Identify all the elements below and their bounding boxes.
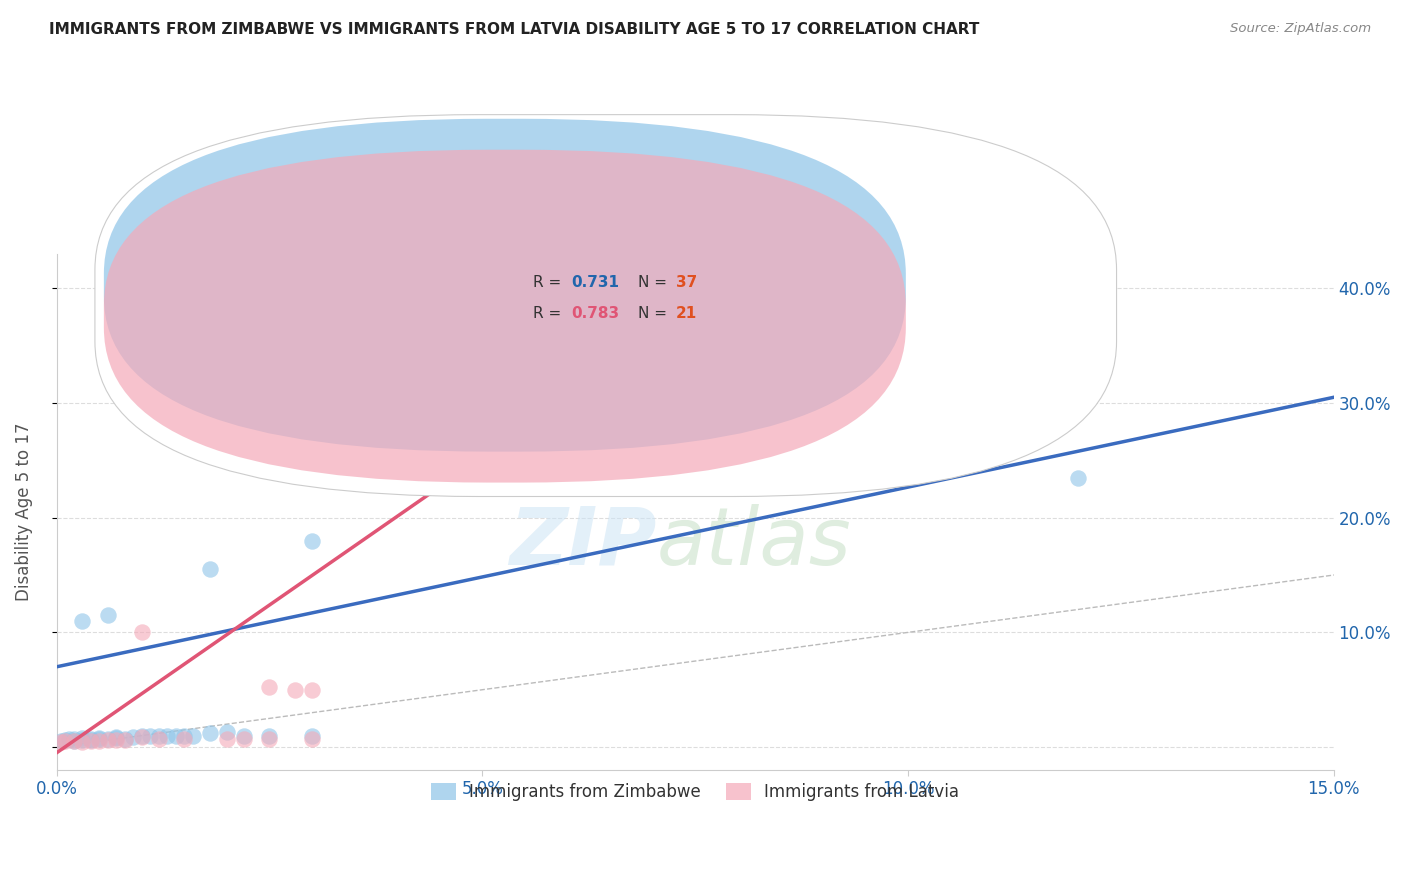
- Point: [122, 730, 145, 744]
- Legend: Immigrants from Zimbabwe, Immigrants from Latvia: Immigrants from Zimbabwe, Immigrants fro…: [425, 777, 966, 808]
- Point: [105, 733, 128, 747]
- Point: [131, 730, 153, 744]
- Point: [62, 732, 84, 747]
- Point: [58, 732, 80, 747]
- Point: [301, 732, 323, 747]
- Point: [139, 729, 162, 743]
- Point: [97, 733, 120, 747]
- Point: [181, 729, 204, 743]
- Point: [89, 734, 111, 748]
- Point: [683, 448, 706, 462]
- Point: [70, 735, 93, 749]
- Point: [79, 733, 101, 747]
- Text: 21: 21: [676, 306, 697, 320]
- Text: 0.731: 0.731: [571, 275, 619, 290]
- Text: R =: R =: [533, 275, 567, 290]
- Point: [70, 614, 93, 628]
- Point: [105, 730, 128, 744]
- Point: [897, 448, 920, 462]
- Point: [131, 625, 153, 640]
- FancyBboxPatch shape: [96, 115, 1116, 497]
- Text: 0.783: 0.783: [571, 306, 620, 320]
- Point: [70, 733, 93, 747]
- Point: [89, 732, 111, 747]
- Point: [599, 453, 621, 467]
- FancyBboxPatch shape: [104, 150, 905, 483]
- Point: [49, 735, 72, 749]
- Point: [173, 732, 195, 747]
- Point: [70, 731, 93, 745]
- Point: [198, 562, 221, 576]
- Point: [114, 732, 136, 747]
- Point: [105, 731, 128, 745]
- Point: [79, 732, 101, 747]
- Text: N =: N =: [638, 275, 672, 290]
- Point: [513, 459, 536, 474]
- Point: [79, 734, 101, 748]
- Point: [89, 731, 111, 745]
- Text: IMMIGRANTS FROM ZIMBABWE VS IMMIGRANTS FROM LATVIA DISABILITY AGE 5 TO 17 CORREL: IMMIGRANTS FROM ZIMBABWE VS IMMIGRANTS F…: [49, 22, 980, 37]
- Point: [215, 732, 238, 747]
- Point: [284, 682, 307, 697]
- Point: [148, 732, 170, 747]
- Point: [97, 732, 120, 747]
- Point: [259, 681, 281, 695]
- Point: [62, 734, 84, 748]
- Point: [114, 733, 136, 747]
- Point: [198, 726, 221, 740]
- Y-axis label: Disability Age 5 to 17: Disability Age 5 to 17: [15, 423, 32, 601]
- Point: [165, 729, 187, 743]
- Point: [148, 729, 170, 743]
- Text: R =: R =: [533, 306, 567, 320]
- Point: [259, 732, 281, 747]
- Text: atlas: atlas: [657, 504, 852, 582]
- Text: N =: N =: [638, 306, 672, 320]
- Point: [156, 729, 179, 743]
- Point: [62, 734, 84, 748]
- Point: [301, 682, 323, 697]
- Point: [259, 729, 281, 743]
- Point: [301, 533, 323, 548]
- FancyBboxPatch shape: [104, 119, 905, 451]
- Point: [173, 729, 195, 743]
- Point: [1067, 470, 1090, 484]
- Point: [215, 725, 238, 739]
- Point: [429, 339, 451, 353]
- Text: Source: ZipAtlas.com: Source: ZipAtlas.com: [1230, 22, 1371, 36]
- Point: [53, 734, 76, 748]
- Point: [232, 729, 254, 743]
- Point: [97, 608, 120, 623]
- Point: [232, 732, 254, 747]
- Text: 37: 37: [676, 275, 697, 290]
- Point: [53, 733, 76, 747]
- Point: [49, 734, 72, 748]
- Point: [301, 729, 323, 743]
- Text: ZIP: ZIP: [509, 504, 657, 582]
- Point: [131, 729, 153, 743]
